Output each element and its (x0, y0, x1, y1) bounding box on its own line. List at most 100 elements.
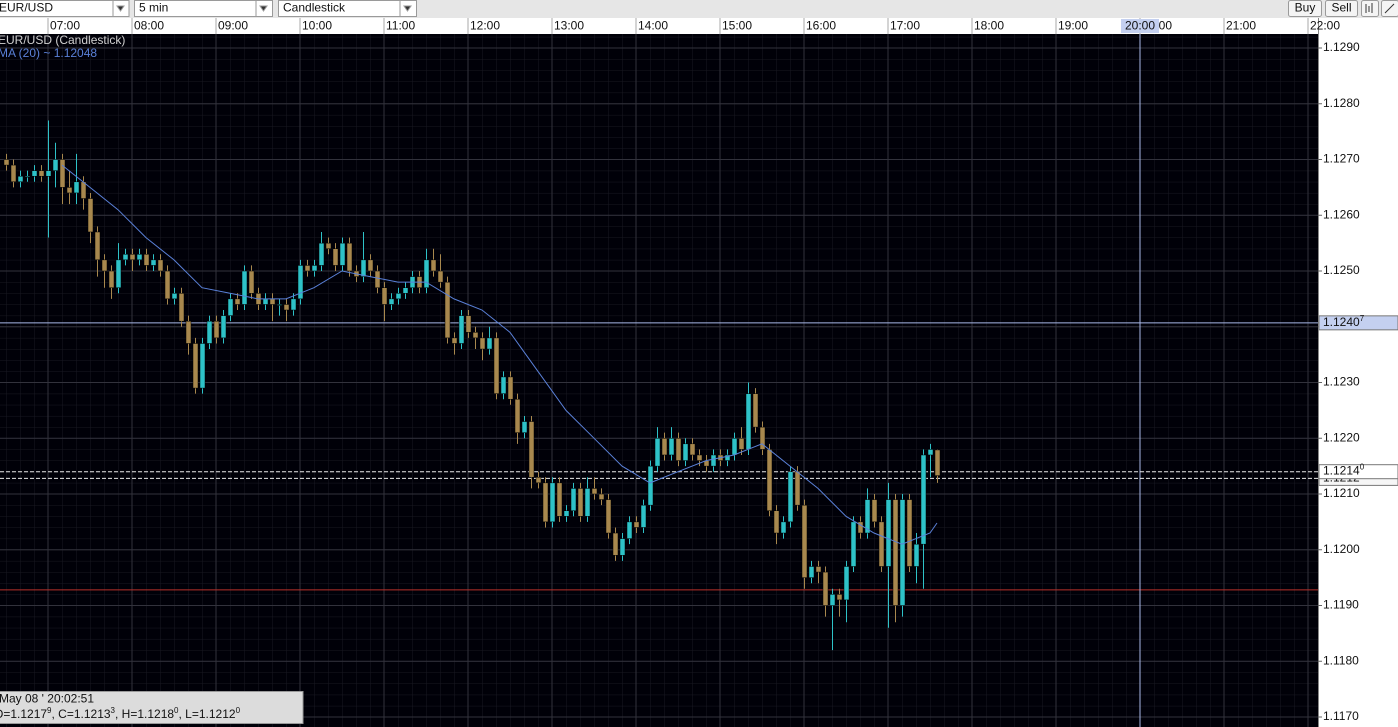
candle-body (87, 198, 94, 233)
candle-body (745, 393, 752, 450)
candle-body (556, 482, 563, 517)
candle-body (815, 566, 822, 573)
candle-body (913, 543, 920, 567)
x-tick-label: 13:00 (554, 19, 584, 33)
candle-body (444, 281, 451, 339)
crosshair-price-tag-box (1318, 315, 1398, 331)
y-tick-label: 1.1210 (1323, 486, 1360, 500)
candle-body (822, 571, 829, 606)
candle-body (290, 298, 297, 311)
candle-body (458, 315, 465, 344)
candle-body (626, 521, 633, 539)
candle-body (836, 594, 843, 601)
y-tick-label: 1.1290 (1323, 40, 1360, 54)
candle-body (52, 159, 59, 171)
candle-body (332, 248, 339, 266)
y-tick-label: 1.1170 (1323, 709, 1359, 723)
candle-body (325, 242, 332, 249)
candle-body (563, 510, 570, 517)
candle-body (283, 304, 290, 311)
candle-body (311, 265, 318, 272)
candle-body (31, 170, 38, 177)
indicator-button[interactable] (1361, 0, 1379, 17)
interval[interactable]: 5 min (139, 1, 168, 15)
x-tick-label: 22:00 (1310, 19, 1340, 33)
candle-body (115, 259, 122, 288)
candle-body (591, 488, 598, 495)
candle-body (199, 343, 206, 389)
candle-body (150, 259, 157, 266)
candle-body (122, 254, 129, 261)
candle-body (605, 499, 612, 534)
draw-button[interactable] (1381, 0, 1398, 17)
candle-body (248, 270, 255, 294)
candle-body (59, 159, 66, 188)
candle-body (773, 510, 780, 534)
x-tick-label: 18:00 (974, 19, 1004, 33)
candle-body (584, 488, 591, 517)
ma-legend: MA (20) ~ 1.12048 (0, 46, 97, 60)
plot (0, 34, 1318, 727)
status-value: , H=1.1218 (115, 707, 174, 721)
candle-body (241, 270, 248, 305)
candle-body (157, 259, 164, 272)
x-tick-label: 14:00 (638, 19, 668, 33)
buy-button[interactable]: Buy (1288, 0, 1322, 17)
status-background (0, 691, 304, 724)
candle-body (185, 320, 192, 344)
candle-body (479, 337, 486, 350)
candle-body (528, 421, 535, 478)
y-tick-label: 1.1180 (1323, 653, 1359, 667)
candle-body (451, 337, 458, 344)
candle-body (612, 532, 619, 556)
status-sup: 9 (47, 706, 52, 715)
candle-body (493, 337, 500, 394)
status-sup: 0 (236, 706, 241, 715)
candle-body (486, 337, 493, 350)
candle-body (276, 304, 283, 306)
candle-body (465, 315, 472, 333)
candle-body (850, 521, 857, 567)
candle-body (766, 449, 773, 511)
bid-tag-box (1318, 464, 1398, 480)
symbol[interactable]: EUR/USD (0, 1, 53, 15)
candle-body (206, 320, 213, 344)
candle-body (927, 449, 934, 456)
status-box: May 08 ' 20:02:51 O=1.12179, C=1.12133, … (0, 691, 304, 724)
crosshair-price-tag: 1.12407 (1318, 314, 1398, 331)
candle-body (269, 298, 276, 305)
chart-title: EUR/USD (Candlestick) (0, 33, 125, 47)
sell-button[interactable]: Sell (1325, 0, 1358, 17)
status-value: , L=1.1212 (179, 707, 236, 721)
status-sup: 0 (174, 706, 179, 715)
interval-dropdown[interactable]: 5 min (134, 0, 273, 17)
candle-body (164, 270, 171, 300)
y-tick-label: 1.1190 (1323, 598, 1359, 612)
candle-body (171, 293, 178, 300)
candle-body (24, 175, 31, 178)
candle-body (388, 298, 395, 305)
bid-tag-label: 1.1214 (1323, 464, 1360, 478)
x-tick-label: 19:00 (1058, 19, 1088, 33)
sell-label[interactable]: Sell (1331, 1, 1351, 15)
candle-body (227, 298, 234, 316)
candle-body (689, 443, 696, 456)
status-datetime: May 08 ' 20:02:51 (0, 692, 94, 706)
candle-body (45, 170, 52, 177)
crosshair-price-tag-text: 1.12407 (1323, 314, 1365, 329)
buy-label[interactable]: Buy (1295, 1, 1316, 15)
candle-body (402, 287, 409, 294)
candle-body (661, 438, 668, 456)
candle-body (318, 242, 325, 266)
symbol-dropdown[interactable]: EUR/USD (0, 0, 130, 17)
x-tick-label: 09:00 (218, 19, 248, 33)
x-tick-label: 10:00 (302, 19, 332, 33)
candle-body (752, 393, 759, 428)
candle-body (759, 426, 766, 450)
x-tick-label: 21:00 (1226, 19, 1256, 33)
crosshair-price-tag-label: 1.1240 (1323, 315, 1360, 329)
chart-type[interactable]: Candlestick (283, 1, 346, 15)
chart-type-dropdown[interactable]: Candlestick (278, 0, 417, 17)
